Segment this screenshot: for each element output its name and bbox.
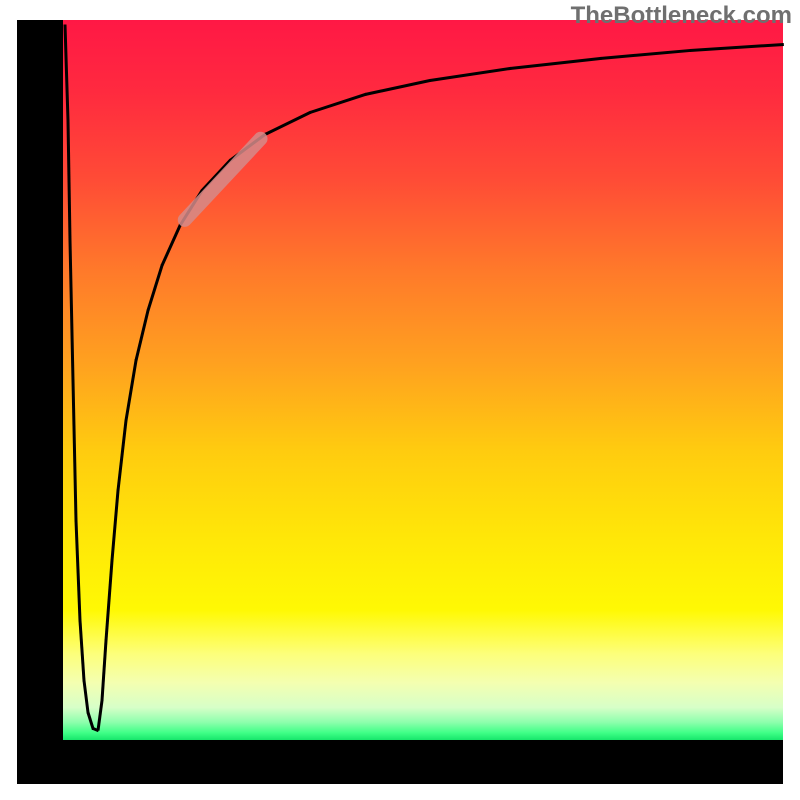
chart-container: TheBottleneck.com xyxy=(0,0,800,800)
plot-gradient-area xyxy=(63,20,783,740)
watermark-text: TheBottleneck.com xyxy=(571,2,792,30)
